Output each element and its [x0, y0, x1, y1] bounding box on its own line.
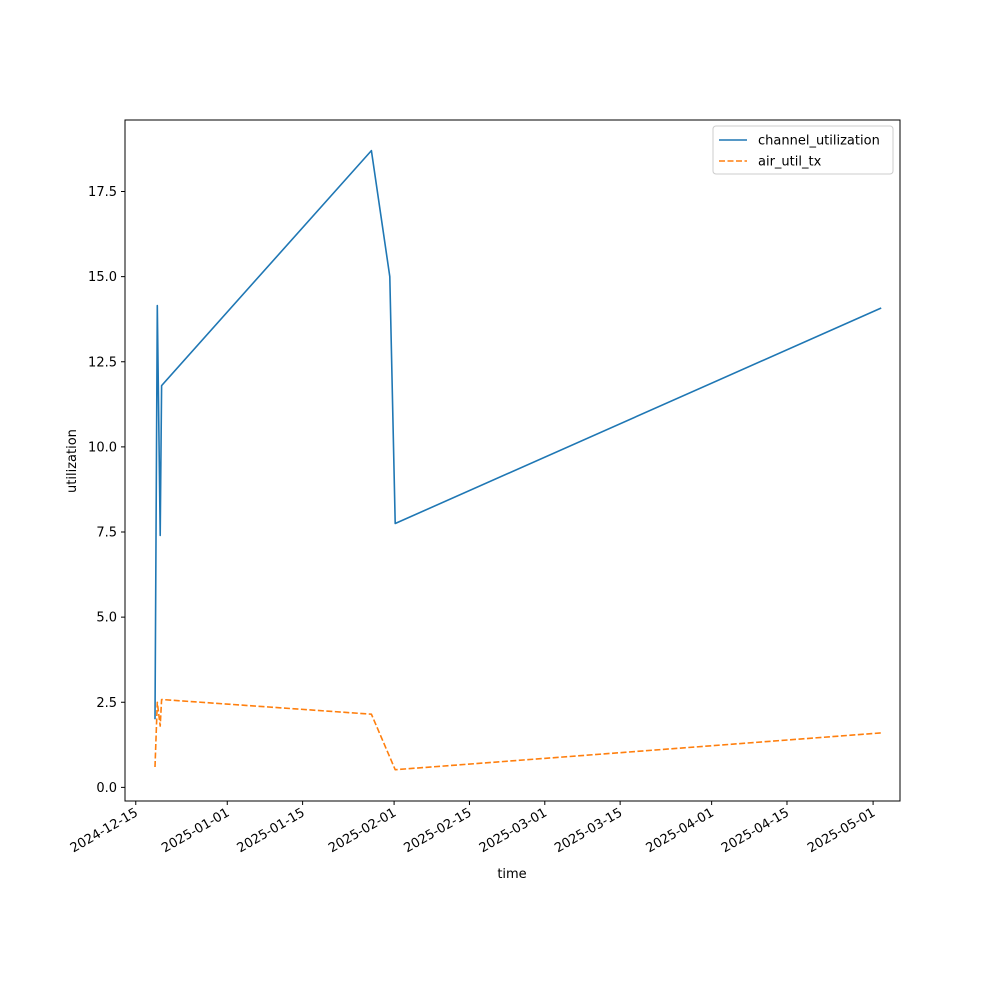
- x-tick-label: 2025-03-01: [477, 805, 550, 856]
- y-tick-label: 7.5: [96, 526, 117, 541]
- x-axis-label: time: [497, 867, 526, 882]
- x-tick-label: 2025-01-01: [159, 805, 232, 856]
- x-tick-label: 2025-02-01: [326, 805, 399, 856]
- axes-frame: [124, 119, 901, 802]
- legend-label: air_util_tx: [758, 155, 822, 170]
- y-axis: 0.0 2.5 5.0 7.5 10.0 12.5 15.0 17.5: [88, 185, 125, 796]
- y-tick-label: 0.0: [96, 781, 117, 796]
- y-tick-label: 12.5: [88, 355, 117, 370]
- y-tick-label: 2.5: [96, 696, 117, 711]
- legend-label: channel_utilization: [758, 134, 880, 149]
- y-tick-label: 17.5: [88, 185, 117, 200]
- y-axis-label: utilization: [65, 429, 80, 493]
- x-tick-label: 2025-04-15: [719, 805, 792, 856]
- y-tick-label: 15.0: [88, 270, 117, 285]
- series-line-channel-utilization: [154, 149, 882, 720]
- legend: channel_utilization air_util_tx: [712, 125, 894, 175]
- x-tick-label: 2024-12-15: [68, 805, 141, 856]
- x-axis: 2024-12-15 2025-01-01 2025-01-15 2025-02-01…: [68, 801, 878, 856]
- y-tick-label: 5.0: [96, 611, 117, 626]
- series-line-air-util-tx: [154, 698, 882, 771]
- x-tick-label: 2025-03-15: [552, 805, 625, 856]
- x-tick-label: 2025-02-15: [402, 805, 475, 856]
- x-tick-label: 2025-01-15: [235, 805, 308, 856]
- legend-box: [712, 125, 894, 175]
- x-tick-label: 2025-04-01: [644, 805, 717, 856]
- x-tick-label: 2025-05-01: [805, 805, 878, 856]
- y-tick-label: 10.0: [88, 440, 117, 455]
- plot-area: [154, 149, 882, 771]
